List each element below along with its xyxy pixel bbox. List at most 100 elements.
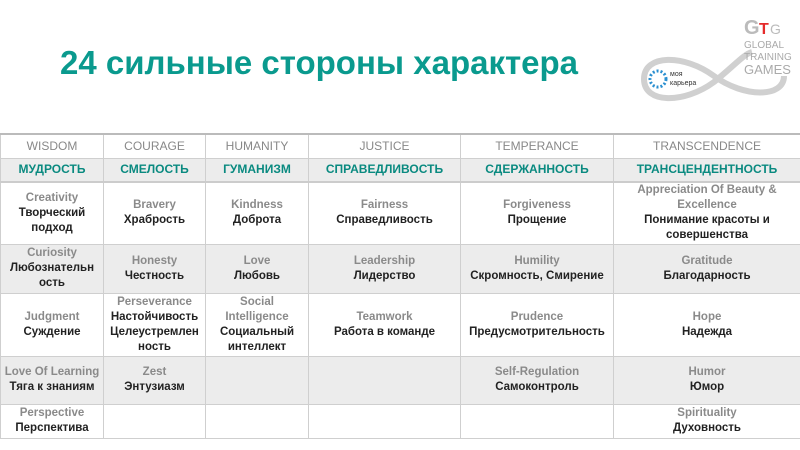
strength-cell: Appreciation Of Beauty & Excellence Поним… xyxy=(613,181,800,245)
strength-cell: Self-Regulation Самоконтроль xyxy=(460,355,614,405)
strength-cell: Hope Надежда xyxy=(613,292,800,357)
strength-ru: Доброта xyxy=(232,214,282,227)
strength-en: Appreciation Of Beauty & Excellence xyxy=(637,184,777,212)
svg-text:TRAINING: TRAINING xyxy=(744,52,792,63)
virtue-header-ru: СМЕЛОСТЬ xyxy=(103,157,206,183)
strength-ru: Лидерство xyxy=(353,269,416,282)
strength-en: Creativity xyxy=(25,191,79,204)
virtue-header-en: JUSTICE xyxy=(308,133,461,159)
virtue-header-en: COURAGE xyxy=(103,133,206,159)
strength-cell: Social Intelligence Социальный интеллект xyxy=(205,292,309,357)
strength-ru: Работа в команде xyxy=(333,325,436,338)
strength-cell: Perseverance Настойчивость Целеустремлен … xyxy=(103,292,206,357)
svg-text:карьера: карьера xyxy=(670,80,696,87)
strength-en: Hope xyxy=(692,310,722,323)
table-row: Perspective Перспектива Spirituality Духовн… xyxy=(0,403,800,439)
strength-en: Leadership xyxy=(353,254,416,267)
strength-en: Spirituality xyxy=(677,407,737,419)
empty-cell xyxy=(308,403,461,439)
strength-ru: Юмор xyxy=(689,381,725,393)
strength-cell: Love Of Learning Тяга к знаниям xyxy=(0,355,104,405)
strength-en: Kindness xyxy=(231,199,283,212)
strength-cell: Zest Энтузиазм xyxy=(103,355,206,405)
virtue-header-ru: СПРАВЕДЛИВОСТЬ xyxy=(308,157,461,183)
strength-ru: Надежда xyxy=(681,325,733,338)
strength-ru: Понимание красоты и совершенства xyxy=(644,214,770,242)
virtue-header-en: WISDOM xyxy=(0,133,104,159)
strength-ru: Любознательн ость xyxy=(9,262,95,289)
strength-ru: Честность xyxy=(124,269,185,282)
strength-ru: Тяга к знаниям xyxy=(9,381,95,393)
empty-cell xyxy=(460,403,614,439)
logo: моя карьера G T G GLOBAL TRAINING GAMES xyxy=(634,14,794,114)
strength-cell: Teamwork Работа в команде xyxy=(308,292,461,357)
strength-en: Humility xyxy=(514,254,560,267)
strength-en: Love xyxy=(243,254,271,267)
empty-cell xyxy=(103,403,206,439)
strength-en: Love Of Learning xyxy=(4,366,100,378)
strength-cell: Fairness Справедливость xyxy=(308,181,461,245)
virtue-header-ru: ТРАНСЦЕНДЕНТНОСТЬ xyxy=(613,157,800,183)
strength-cell: Bravery Храбрость xyxy=(103,181,206,245)
strength-cell: Humility Скромность, Смирение xyxy=(460,243,614,294)
strength-ru: Справедливость xyxy=(336,214,433,227)
strength-cell: Gratitude Благодарность xyxy=(613,243,800,294)
strength-cell: Prudence Предусмотрительность xyxy=(460,292,614,357)
strength-cell: Leadership Лидерство xyxy=(308,243,461,294)
strength-cell: Love Любовь xyxy=(205,243,309,294)
strength-ru: Скромность, Смирение xyxy=(470,269,604,282)
svg-text:G: G xyxy=(744,17,760,39)
strength-en: Curiosity xyxy=(27,247,77,259)
strength-en: Perseverance xyxy=(117,295,192,308)
table-row: Love Of Learning Тяга к знаниям Zest Энтузи… xyxy=(0,355,800,405)
strength-cell: Creativity Творческий подход xyxy=(0,181,104,245)
strength-cell: Curiosity Любознательн ость xyxy=(0,243,104,294)
strength-en: Teamwork xyxy=(356,310,413,323)
empty-cell xyxy=(308,355,461,405)
svg-text:G: G xyxy=(770,21,781,37)
virtue-header-en: TEMPERANCE xyxy=(460,133,614,159)
strength-ru: Предусмотрительность xyxy=(469,325,605,338)
svg-text:GAMES: GAMES xyxy=(744,62,791,77)
strength-en: Humor xyxy=(688,366,726,378)
virtue-header-en: HUMANITY xyxy=(205,133,309,159)
strength-ru: Духовность xyxy=(673,422,741,434)
strength-cell: Perspective Перспектива xyxy=(0,403,104,439)
empty-cell xyxy=(205,403,309,439)
svg-text:GLOBAL: GLOBAL xyxy=(744,40,784,51)
empty-cell xyxy=(205,355,309,405)
strength-cell: Forgiveness Прощение xyxy=(460,181,614,245)
strength-en: Honesty xyxy=(131,254,178,267)
strength-cell: Kindness Доброта xyxy=(205,181,309,245)
strength-ru: Благодарность xyxy=(663,269,751,282)
strength-en: Bravery xyxy=(133,199,176,212)
virtue-header-ru: СДЕРЖАННОСТЬ xyxy=(460,157,614,183)
virtue-header-en: TRANSCENDENCE xyxy=(613,133,800,159)
strength-cell: Judgment Суждение xyxy=(0,292,104,357)
svg-text:T: T xyxy=(759,21,769,38)
strength-en: Forgiveness xyxy=(503,199,571,212)
virtue-header-ru: МУДРОСТЬ xyxy=(0,157,104,183)
strength-cell: Honesty Честность xyxy=(103,243,206,294)
strength-ru: Прощение xyxy=(507,214,567,227)
strengths-table: WISDOM COURAGE HUMANITY JUSTICE TEMPERANCE TR… xyxy=(0,133,800,439)
strength-ru: Самоконтроль xyxy=(495,381,579,393)
strength-cell: Humor Юмор xyxy=(613,355,800,405)
table-row: Creativity Творческий подход Bravery Храбро… xyxy=(0,181,800,245)
strength-cell: Spirituality Духовность xyxy=(613,403,800,439)
strength-en: Fairness xyxy=(360,199,409,212)
strength-en: Social Intelligence xyxy=(225,295,289,323)
table-row: Curiosity Любознательн ость Honesty Честнос… xyxy=(0,243,800,294)
strength-ru: Социальный интеллект xyxy=(219,325,295,353)
virtue-header-ru: ГУМАНИЗМ xyxy=(205,157,309,183)
strength-ru: Любовь xyxy=(233,269,280,282)
strength-en: Zest xyxy=(142,366,167,378)
strength-en: Judgment xyxy=(24,310,80,323)
strength-en: Prudence xyxy=(510,310,564,323)
strength-ru: Энтузиазм xyxy=(124,381,185,393)
strength-ru: Храбрость xyxy=(123,214,186,227)
strength-ru: Перспектива xyxy=(15,422,89,434)
strength-ru: Суждение xyxy=(23,325,81,338)
strength-en: Perspective xyxy=(19,407,85,419)
strength-ru: Творческий подход xyxy=(18,206,86,234)
